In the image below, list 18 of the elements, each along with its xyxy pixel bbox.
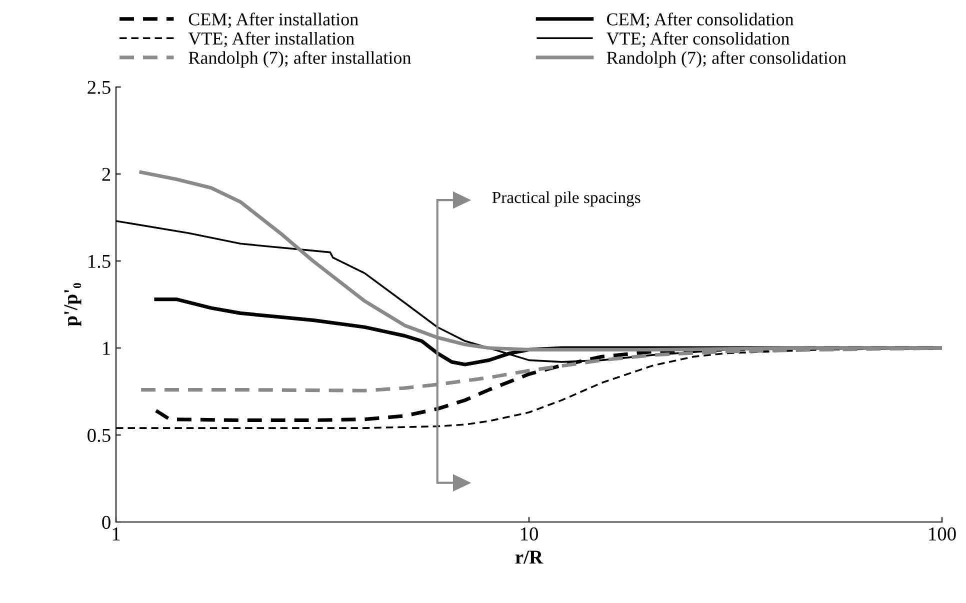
legend-label: CEM; After installation (188, 12, 358, 28)
legend-label: Randolph (7); after consolidation (606, 51, 846, 68)
x-axis-title: r/R (515, 550, 544, 564)
y-tick-label: 1.5 (88, 254, 110, 268)
x-tick-label: 1 (112, 528, 120, 540)
x-tick-label: 10 (520, 527, 538, 541)
legend-label: VTE; After installation (188, 32, 354, 48)
annotation: Practical pile spacings (492, 191, 640, 207)
legend-label: VTE; After consolidation (606, 32, 790, 48)
legend-label: Randolph (7); after installation (188, 51, 412, 68)
y-tick-label: 0 (102, 516, 110, 529)
legend-label: CEM; After consolidation (607, 12, 794, 28)
y-tick-label: 2.5 (88, 80, 110, 94)
y-axis-title: p'/p'₀ (64, 283, 82, 326)
y-tick-label: 1 (103, 342, 110, 355)
y-tick-label: 0.5 (88, 428, 110, 442)
y-tick-label: 2 (102, 168, 110, 181)
x-tick-label: 100 (929, 527, 956, 541)
